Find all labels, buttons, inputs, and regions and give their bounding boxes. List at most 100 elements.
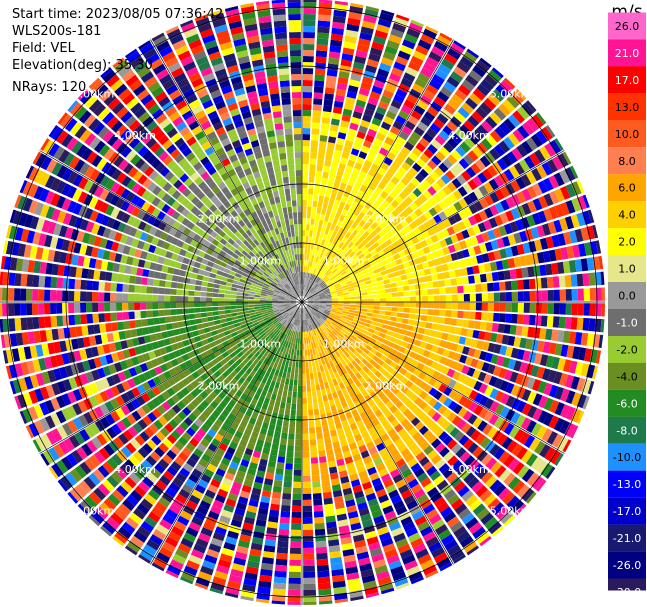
gate-cell xyxy=(493,416,505,429)
gate-cell xyxy=(326,222,332,230)
gate-cell xyxy=(270,367,276,375)
gate-cell xyxy=(564,274,572,287)
gate-cell xyxy=(416,233,425,242)
gate-cell xyxy=(307,200,313,207)
gate-cell xyxy=(551,234,560,248)
gate-cell xyxy=(349,153,358,162)
gate-cell xyxy=(476,142,488,154)
gate-cell xyxy=(256,439,265,447)
gate-cell xyxy=(318,377,324,385)
gate-cell xyxy=(78,414,89,427)
gate-cell xyxy=(206,336,215,344)
gate-cell xyxy=(312,329,317,336)
gate-cell xyxy=(451,443,462,455)
gate-cell xyxy=(382,246,391,254)
gate-cell xyxy=(438,463,450,474)
gate-cell xyxy=(50,412,61,427)
gate-cell xyxy=(323,497,333,505)
gate-cell xyxy=(259,501,270,510)
gate-cell xyxy=(326,334,332,341)
gate-cell xyxy=(324,328,330,335)
gate-cell xyxy=(586,257,595,271)
gate-cell xyxy=(232,513,244,522)
gate-cell xyxy=(66,453,78,467)
gate-cell xyxy=(582,210,592,225)
gate-cell xyxy=(395,88,408,99)
gate-cell xyxy=(453,66,467,78)
gate-cell xyxy=(229,341,237,348)
gate-cell xyxy=(494,126,507,139)
gate-cell xyxy=(313,303,320,306)
gate-cell xyxy=(238,384,247,393)
gate-cell xyxy=(399,228,408,237)
gate-cell xyxy=(330,323,336,329)
gate-cell xyxy=(360,26,374,36)
gate-cell xyxy=(324,382,330,389)
gate-cell xyxy=(422,461,434,472)
gate-cell xyxy=(351,395,359,404)
gate-cell xyxy=(384,263,392,270)
gate-cell xyxy=(531,475,544,490)
gate-cell xyxy=(472,463,485,476)
gate-cell xyxy=(365,188,374,196)
gate-cell xyxy=(509,221,519,233)
gate-cell xyxy=(404,371,413,380)
gate-cell xyxy=(400,516,413,527)
gate-cell xyxy=(347,510,359,519)
gate-cell xyxy=(423,148,434,159)
gate-cell xyxy=(503,515,516,527)
gate-cell xyxy=(321,419,328,427)
gate-cell xyxy=(373,306,380,310)
gate-cell xyxy=(490,239,499,250)
gate-cell xyxy=(307,304,313,308)
gate-cell xyxy=(56,459,69,474)
gate-cell xyxy=(353,208,361,217)
gate-cell xyxy=(398,346,406,354)
gate-cell xyxy=(312,116,321,123)
gate-cell xyxy=(420,526,433,537)
gate-cell xyxy=(229,487,240,496)
gate-cell xyxy=(415,290,422,296)
gate-cell xyxy=(505,281,512,291)
gate-cell xyxy=(164,281,172,288)
gate-cell xyxy=(142,476,154,488)
gate-cell xyxy=(366,58,379,68)
gate-cell xyxy=(308,324,312,331)
gate-cell xyxy=(303,331,306,338)
gate-cell xyxy=(141,277,148,285)
gate-cell xyxy=(375,351,383,359)
gate-cell xyxy=(334,316,341,321)
gate-cell xyxy=(209,341,217,348)
gate-cell xyxy=(128,311,135,320)
gate-cell xyxy=(311,281,315,287)
gate-cell xyxy=(394,156,404,166)
gate-cell xyxy=(453,526,467,538)
gate-cell xyxy=(181,377,190,387)
gate-cell xyxy=(371,264,379,270)
gate-cell xyxy=(422,62,436,73)
gate-cell xyxy=(92,302,99,313)
gate-cell xyxy=(421,415,431,425)
gate-cell xyxy=(427,408,437,418)
gate-cell xyxy=(326,342,332,349)
gate-cell xyxy=(236,288,244,293)
gate-cell xyxy=(402,285,410,291)
gate-cell xyxy=(457,302,464,310)
gate-cell xyxy=(336,274,343,279)
gate-cell xyxy=(378,374,387,383)
gate-cell xyxy=(458,434,470,446)
gate-cell xyxy=(194,582,209,590)
gate-cell xyxy=(172,374,181,384)
gate-cell xyxy=(380,254,388,261)
gate-cell xyxy=(98,447,111,460)
gate-cell xyxy=(336,82,348,91)
gate-cell xyxy=(377,391,386,400)
gate-cell xyxy=(447,412,457,423)
gate-cell xyxy=(201,453,212,463)
gate-cell xyxy=(346,211,353,219)
gate-cell xyxy=(437,373,446,383)
gate-cell xyxy=(203,468,215,478)
gate-cell xyxy=(270,315,276,320)
gate-cell xyxy=(431,345,439,353)
gate-cell xyxy=(483,373,493,385)
